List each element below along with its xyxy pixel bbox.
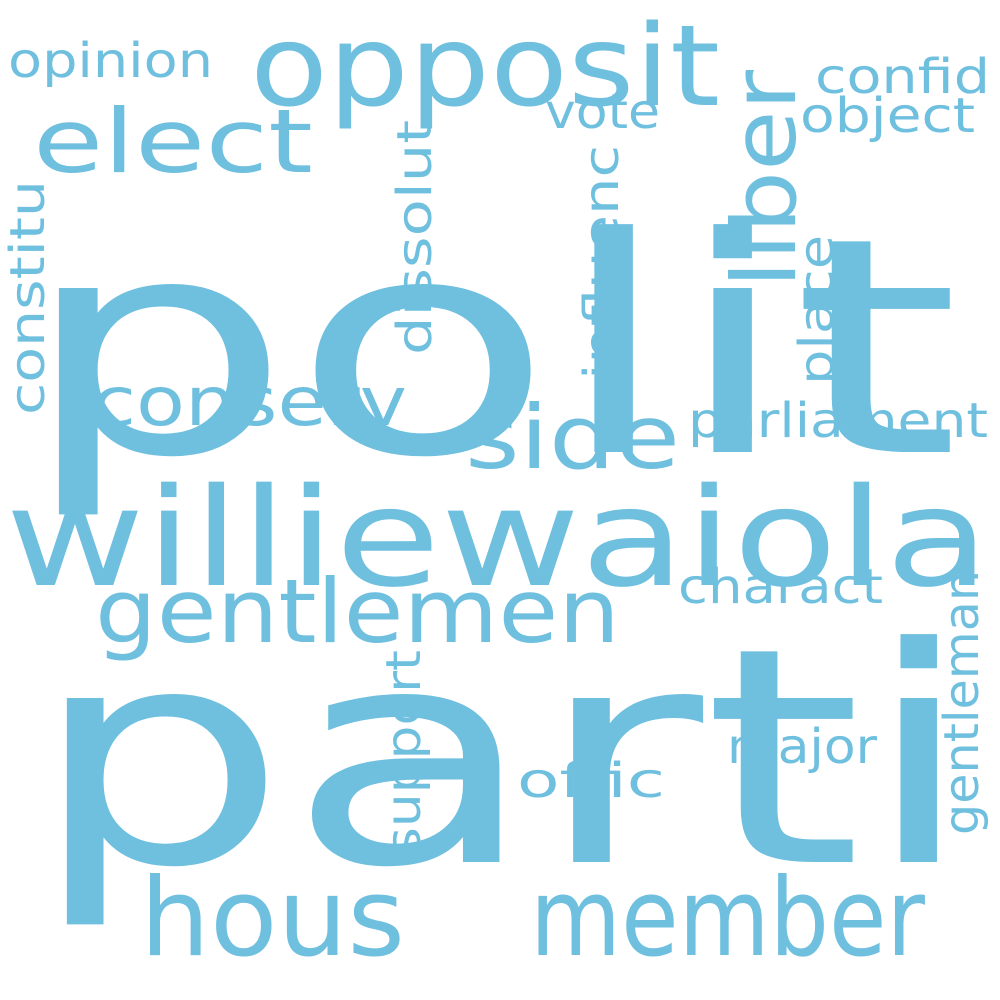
word-constitu: constitu: [0, 180, 56, 415]
word-influenc: influenc: [574, 145, 630, 380]
word-member: member: [530, 856, 926, 981]
word-side: side: [465, 386, 680, 489]
word-williewaiola: williewaiola: [5, 460, 990, 618]
word-opinion: opinion: [8, 33, 213, 89]
word-parti: parti: [30, 584, 975, 933]
word-vote: vote: [545, 84, 660, 140]
word-charact: charact: [678, 559, 883, 615]
word-opposit: opposit: [250, 2, 720, 132]
word-object: object: [800, 88, 975, 144]
word-hous: hous: [140, 856, 405, 981]
word-gentleman: gentleman: [934, 570, 990, 835]
word-conserv: conserv: [92, 363, 407, 442]
word-confid: confid: [815, 49, 990, 105]
word-dissolut: dissolut: [387, 120, 443, 355]
word-elect: elect: [33, 90, 313, 193]
word-offic: offic: [517, 753, 665, 809]
word-major: major: [727, 719, 877, 775]
word-liber: liber: [713, 69, 816, 288]
word-gentlemen: gentlemen: [95, 560, 620, 663]
word-parliament: parliament: [688, 393, 988, 449]
word-place: place: [789, 235, 845, 385]
word-polit: polit: [20, 174, 960, 523]
word-support: support: [376, 650, 432, 855]
